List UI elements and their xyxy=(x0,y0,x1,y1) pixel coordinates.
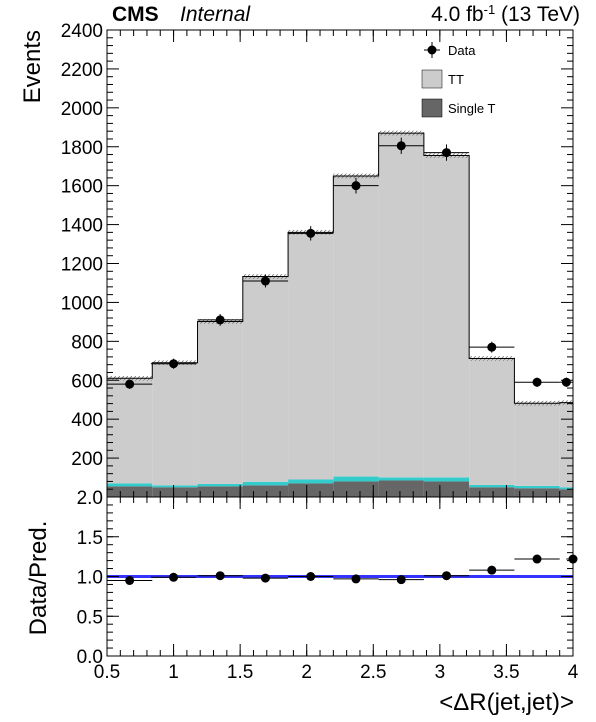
legend-data-marker xyxy=(427,45,437,55)
main-ytick-label: 1000 xyxy=(61,293,103,314)
bar-tt-2 xyxy=(197,321,243,484)
ratio-xtick-label: 1.5 xyxy=(227,662,253,683)
bar-tt-5 xyxy=(333,175,379,477)
data-point-2 xyxy=(215,315,225,325)
data-point-10 xyxy=(561,377,571,387)
bar-cyan_component-10 xyxy=(559,487,573,490)
main-ytick-label: 200 xyxy=(71,449,103,470)
legend-swatch-2 xyxy=(421,98,443,118)
bar-single-t-6 xyxy=(378,480,424,497)
bar-single-t-5 xyxy=(333,481,379,497)
bar-single-t-1 xyxy=(152,487,198,497)
ratio-y-axis-title: Data/Pred. xyxy=(25,521,52,636)
bar-tt-0 xyxy=(107,378,153,484)
ratio-ytick-label: 1.5 xyxy=(77,528,103,549)
ratio-point-7 xyxy=(442,571,452,581)
ratio-xtick-label: 2 xyxy=(301,662,312,683)
bar-single-t-4 xyxy=(288,483,334,497)
ratio-xtick-label: 4 xyxy=(568,662,579,683)
ratio-ytick-label: 2.0 xyxy=(77,488,103,509)
legend-swatch-1 xyxy=(421,69,443,89)
bar-cyan_component-2 xyxy=(197,483,243,487)
ratio-panel: 0.00.51.01.52.00.5 1 1.5 2 2.5 3 3.5 4 xyxy=(77,488,579,683)
data-point-4 xyxy=(306,228,316,238)
ratio-xtick-label: 2.5 xyxy=(360,662,386,683)
main-ytick-label: 1800 xyxy=(61,138,103,159)
main-ytick-label: 2400 xyxy=(61,21,103,42)
legend-label-0: Data xyxy=(448,43,476,58)
bar-tt-10 xyxy=(559,402,573,488)
main-panel: 200 400 600 800 1000 1200 1400 1600 1800 2000 2200… xyxy=(61,21,574,498)
data-point-7 xyxy=(442,148,452,158)
ratio-xtick-label: 0.5 xyxy=(94,662,120,683)
ratio-point-1 xyxy=(169,572,179,582)
bar-single-t-8 xyxy=(469,487,515,497)
bar-cyan_component-7 xyxy=(423,477,470,482)
data-point-8 xyxy=(487,342,497,352)
bar-tt-6 xyxy=(378,133,424,478)
ratio-ytick-label: 0.5 xyxy=(77,607,103,628)
legend-label-2: Single T xyxy=(448,101,496,116)
ratio-point-3 xyxy=(260,573,270,583)
total-outline xyxy=(106,132,573,497)
cms-label: CMS xyxy=(112,3,159,26)
x-axis-title: <ΔR(jet,jet)> xyxy=(439,689,574,716)
bar-cyan_component-0 xyxy=(107,483,153,487)
bar-single-t-3 xyxy=(242,485,289,497)
bar-tt-1 xyxy=(152,362,198,486)
ratio-ytick-label: 0.0 xyxy=(77,647,103,668)
bar-tt-7 xyxy=(423,155,470,478)
data-point-6 xyxy=(396,141,406,151)
data-point-5 xyxy=(351,181,361,191)
main-ytick-label: 800 xyxy=(71,332,103,353)
bar-cyan_component-5 xyxy=(333,476,379,482)
bar-tt-8 xyxy=(469,358,515,485)
bar-cyan_component-9 xyxy=(514,485,560,489)
main-ytick-label: 400 xyxy=(71,410,103,431)
lumi-label: 4.0 fb-1 (13 TeV) xyxy=(431,2,580,27)
main-ytick-label: 2200 xyxy=(61,60,103,81)
data-point-1 xyxy=(169,359,179,369)
ratio-point-8 xyxy=(487,565,497,575)
bar-cyan_component-4 xyxy=(288,479,334,484)
main-y-axis-title: Events xyxy=(19,30,46,103)
bar-single-t-9 xyxy=(514,488,560,497)
ratio-point-0 xyxy=(125,575,135,585)
ratio-point-9 xyxy=(532,554,542,564)
main-ytick-label: 1200 xyxy=(61,255,103,276)
main-ytick-label: 1600 xyxy=(61,177,103,198)
main-ytick-label: 600 xyxy=(71,371,103,392)
bar-tt-4 xyxy=(288,232,334,480)
main-ytick-label: 1400 xyxy=(61,216,103,237)
ratio-point-5 xyxy=(351,574,361,584)
ratio-xtick-label: 3 xyxy=(435,662,446,683)
bar-cyan_component-8 xyxy=(469,484,515,488)
bar-cyan_component-6 xyxy=(378,477,424,481)
data-point-3 xyxy=(260,276,270,286)
bar-cyan_component-1 xyxy=(152,485,198,488)
bar-tt-9 xyxy=(514,403,560,486)
data-point-9 xyxy=(532,377,542,387)
ratio-point-6 xyxy=(396,575,406,585)
main-ytick-label: 2000 xyxy=(61,99,103,120)
internal-label: Internal xyxy=(180,3,251,26)
bar-single-t-7 xyxy=(423,481,470,497)
ratio-xtick-label: 1 xyxy=(168,662,179,683)
ratio-point-2 xyxy=(215,571,225,581)
bar-single-t-0 xyxy=(107,486,153,497)
bar-tt-3 xyxy=(242,276,289,482)
ratio-ytick-label: 1.0 xyxy=(77,568,103,589)
bar-single-t-10 xyxy=(559,489,573,497)
legend-label-1: TT xyxy=(448,72,464,87)
bar-cyan_component-3 xyxy=(242,481,289,486)
ratio-xtick-label: 3.5 xyxy=(493,662,519,683)
bar-single-t-2 xyxy=(197,486,243,497)
data-point-0 xyxy=(125,379,135,389)
ratio-point-4 xyxy=(306,572,316,581)
